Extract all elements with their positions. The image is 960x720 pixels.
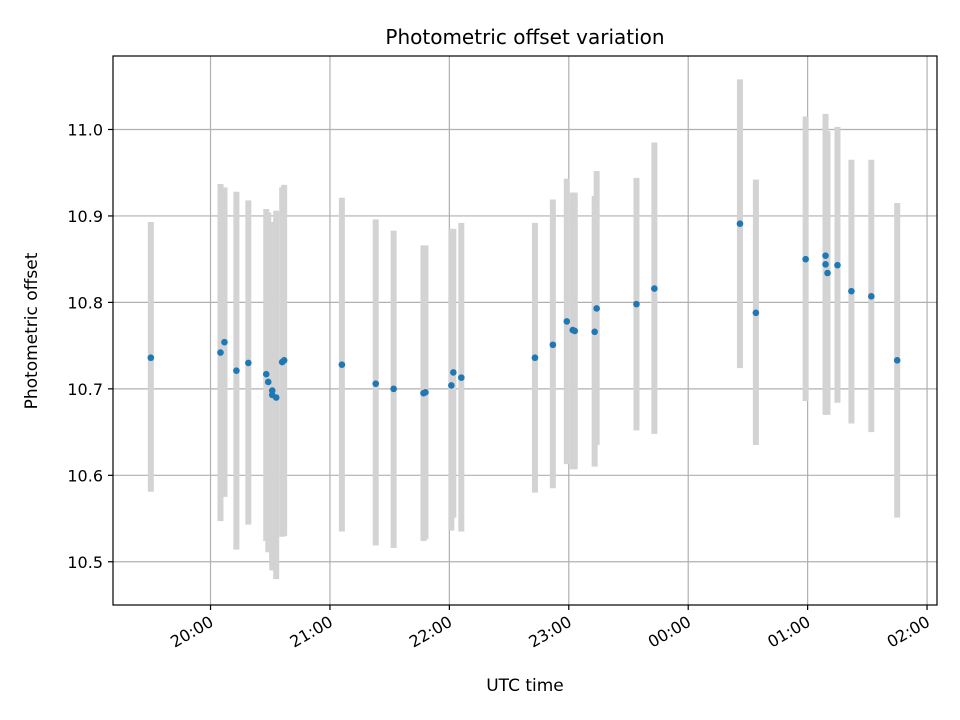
data-point [262, 370, 270, 378]
data-point [233, 367, 240, 375]
data-point [217, 349, 224, 356]
data-point [268, 387, 276, 394]
data-point [531, 354, 539, 362]
data-point [651, 285, 658, 292]
x-tick-label: 23:00 [525, 612, 574, 652]
data-point [736, 220, 744, 228]
data-point [448, 382, 455, 389]
data-point [549, 341, 557, 349]
data-point [372, 380, 380, 387]
x-tick-label: 21:00 [287, 612, 336, 652]
data-point [571, 327, 579, 335]
data-point [422, 389, 429, 396]
data-point [868, 293, 875, 300]
point-series [147, 220, 901, 401]
data-point [272, 394, 280, 401]
y-tick-label: 10.6 [67, 466, 103, 485]
x-tick-label: 00:00 [645, 612, 694, 652]
data-point [563, 318, 571, 325]
y-tick-label: 10.7 [67, 380, 103, 399]
data-point [802, 255, 809, 263]
data-point [147, 354, 155, 362]
y-tick-label: 10.9 [67, 207, 103, 226]
x-tick-label: 01:00 [764, 612, 813, 652]
data-point [245, 359, 252, 367]
data-point [221, 338, 228, 346]
data-point [633, 300, 640, 308]
y-axis-label: Photometric offset [22, 252, 42, 409]
data-point [264, 378, 272, 386]
data-point [591, 328, 598, 336]
x-tick-label: 22:00 [406, 612, 455, 652]
x-tick-label: 20:00 [167, 612, 216, 652]
data-point [822, 252, 829, 260]
plot-frame [112, 55, 938, 606]
errorbar-series [147, 79, 901, 580]
y-tick-label: 11.0 [67, 120, 103, 139]
data-point [893, 357, 901, 364]
data-point [593, 305, 600, 312]
data-point [450, 369, 457, 376]
data-point [280, 357, 288, 364]
data-point [848, 287, 855, 295]
data-point [390, 385, 397, 393]
data-point [338, 361, 346, 368]
x-axis: 20:00 21:00 22:00 23:00 00:00 01:00 02:00 [167, 605, 933, 652]
y-tick-label: 10.8 [67, 293, 103, 312]
data-point [822, 261, 829, 268]
chart-title: Photometric offset variation [385, 25, 664, 49]
data-point [824, 269, 831, 277]
x-axis-label: UTC time [486, 676, 564, 696]
data-point [834, 261, 841, 269]
data-point [458, 374, 465, 381]
y-axis: 10.5 10.6 10.7 10.8 10.9 11.0 [67, 120, 113, 572]
data-point [752, 309, 760, 317]
x-tick-label: 02:00 [884, 612, 933, 652]
y-tick-label: 10.5 [67, 553, 103, 572]
